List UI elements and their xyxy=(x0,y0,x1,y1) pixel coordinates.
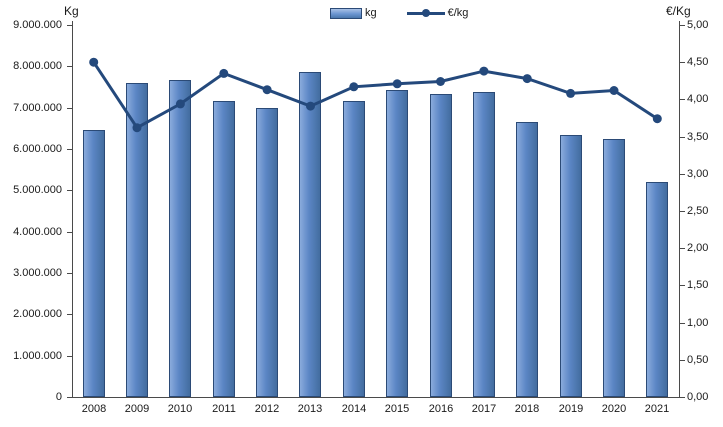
eur-kg-point-2020 xyxy=(609,86,619,95)
eur-kg-point-2014 xyxy=(349,82,359,92)
left-axis-tick xyxy=(67,273,72,274)
x-axis-label-2014: 2014 xyxy=(341,403,367,415)
eur-kg-point-2019 xyxy=(566,88,576,98)
left-axis-tick-label: 9.000.000 xyxy=(13,19,62,31)
eur-kg-line-swatch-icon xyxy=(406,8,445,18)
right-axis-tick xyxy=(680,99,685,100)
x-axis-label-2010: 2010 xyxy=(167,403,193,415)
bar-2011 xyxy=(213,101,235,397)
bar-2012 xyxy=(256,108,278,397)
legend: kg €/kg xyxy=(330,7,468,19)
bar-2021 xyxy=(646,182,668,397)
right-axis-tick-label: 4,00 xyxy=(687,93,709,105)
left-axis-tick xyxy=(67,108,72,109)
legend-item-kg: kg xyxy=(330,7,377,19)
x-axis-line xyxy=(72,397,680,398)
right-axis-tick xyxy=(680,62,685,63)
right-axis-tick-label: 4,50 xyxy=(687,56,709,68)
right-axis-tick xyxy=(680,248,685,249)
right-axis-tick-label: 2,00 xyxy=(687,242,709,254)
x-axis-label-2015: 2015 xyxy=(384,403,410,415)
right-axis-tick-label: 3,50 xyxy=(687,131,709,143)
left-axis-tick-label: 7.000.000 xyxy=(13,102,62,114)
x-axis-label-2009: 2009 xyxy=(124,403,150,415)
legend-kg-label: kg xyxy=(365,7,377,19)
eur-kg-point-2018 xyxy=(522,74,532,84)
x-axis-label-2011: 2011 xyxy=(212,403,236,415)
bar-2016 xyxy=(430,94,452,397)
eur-kg-point-2012 xyxy=(262,85,272,95)
bar-2013 xyxy=(299,72,321,397)
right-axis-tick xyxy=(680,360,685,361)
bar-2010 xyxy=(169,80,191,397)
x-axis-label-2021: 2021 xyxy=(644,403,670,415)
legend-eur-kg-label: €/kg xyxy=(447,7,469,19)
left-axis-tick-label: 8.000.000 xyxy=(13,60,62,72)
right-axis-tick-label: 2,50 xyxy=(687,205,709,217)
bar-2020 xyxy=(603,139,625,397)
right-axis-tick xyxy=(680,285,685,286)
bar-2014 xyxy=(343,101,365,397)
right-axis-tick-label: 5,00 xyxy=(687,19,709,31)
right-axis-tick xyxy=(680,323,685,324)
right-axis-tick-label: 3,00 xyxy=(687,168,709,180)
kg-bar-swatch-icon xyxy=(330,7,362,19)
left-axis-tick xyxy=(67,356,72,357)
left-axis-tick xyxy=(67,314,72,315)
x-axis-label-2012: 2012 xyxy=(254,403,280,415)
x-axis-label-2008: 2008 xyxy=(81,403,107,415)
right-axis-tick-label: 1,00 xyxy=(687,317,709,329)
bar-2009 xyxy=(126,83,148,397)
x-axis-label-2017: 2017 xyxy=(471,403,497,415)
right-axis-tick xyxy=(680,174,685,175)
left-axis-tick xyxy=(67,66,72,67)
right-axis-tick xyxy=(680,137,685,138)
right-axis-title: €/Kg xyxy=(666,4,691,18)
right-axis-tick xyxy=(680,211,685,212)
right-axis-tick xyxy=(680,25,685,26)
x-axis-label-2019: 2019 xyxy=(558,403,584,415)
left-axis-tick-label: 6.000.000 xyxy=(13,143,62,155)
right-axis-line xyxy=(679,21,680,397)
left-axis-tick xyxy=(67,397,72,398)
eur-kg-point-2011 xyxy=(219,68,229,78)
bar-2019 xyxy=(560,135,582,397)
left-axis-tick-label: 4.000.000 xyxy=(13,226,62,238)
left-axis-tick-label: 5.000.000 xyxy=(13,184,62,196)
left-axis-tick xyxy=(67,190,72,191)
left-axis-title: Kg xyxy=(64,4,79,18)
bar-2008 xyxy=(83,130,105,397)
x-axis-label-2018: 2018 xyxy=(514,403,540,415)
right-axis-tick-label: 0,00 xyxy=(687,391,709,403)
eur-kg-point-2016 xyxy=(436,77,445,86)
eur-kg-point-2015 xyxy=(392,79,402,89)
right-axis-tick-label: 0,50 xyxy=(687,354,709,366)
left-axis-tick-label: 2.000.000 xyxy=(13,308,62,320)
x-axis-label-2016: 2016 xyxy=(428,403,454,415)
left-axis-tick xyxy=(67,149,72,150)
eur-kg-point-2021 xyxy=(652,114,662,124)
left-axis-tick-label: 3.000.000 xyxy=(13,267,62,279)
bar-2018 xyxy=(516,122,538,397)
eur-kg-point-2008 xyxy=(89,57,99,67)
eur-kg-line-series xyxy=(89,57,662,133)
x-axis-label-2013: 2013 xyxy=(297,403,323,415)
left-axis-line xyxy=(72,21,73,397)
left-axis-tick-label: 1.000.000 xyxy=(13,350,62,362)
eur-kg-point-2017 xyxy=(479,66,489,76)
x-axis-label-2020: 2020 xyxy=(601,403,627,415)
right-axis-tick-label: 1,50 xyxy=(687,279,709,291)
left-axis-tick-label: 0 xyxy=(55,391,62,403)
left-axis-tick xyxy=(67,25,72,26)
bar-2017 xyxy=(473,92,495,397)
bar-2015 xyxy=(386,90,408,397)
left-axis-tick xyxy=(67,232,72,233)
legend-item-eur-kg: €/kg xyxy=(406,7,469,19)
right-axis-tick xyxy=(680,397,685,398)
